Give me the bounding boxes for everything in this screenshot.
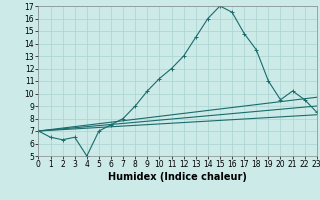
X-axis label: Humidex (Indice chaleur): Humidex (Indice chaleur) [108,172,247,182]
